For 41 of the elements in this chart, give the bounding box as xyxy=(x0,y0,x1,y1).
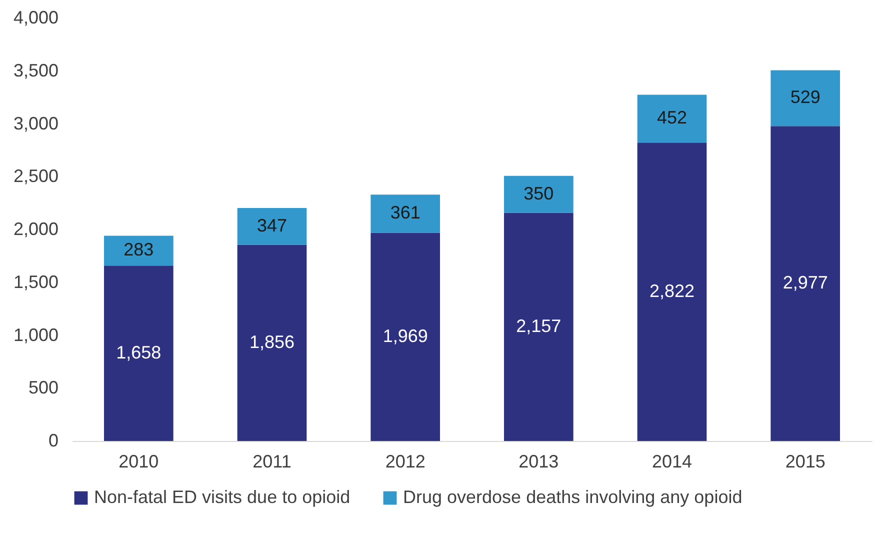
data-label: 2,157 xyxy=(516,316,562,336)
data-label: 452 xyxy=(656,108,688,128)
x-tick-label: 2011 xyxy=(252,452,292,472)
y-tick-label: 3,000 xyxy=(13,113,58,134)
bar xyxy=(637,94,707,143)
data-label: 1,658 xyxy=(116,342,162,362)
data-label: 2,977 xyxy=(782,272,828,293)
bar xyxy=(504,176,574,213)
data-label: 347 xyxy=(256,215,288,236)
x-tick-label: 2015 xyxy=(785,452,826,472)
x-tick-label: 2014 xyxy=(652,452,692,472)
x-tick-label: 2012 xyxy=(385,452,426,472)
data-label: 283 xyxy=(124,240,154,260)
bar xyxy=(370,194,440,233)
y-tick-label: 500 xyxy=(28,378,58,398)
legend-label: Drug overdose deaths involving any opioid xyxy=(403,487,742,507)
bar xyxy=(770,126,840,441)
bar xyxy=(770,70,840,126)
y-tick-label: 4,000 xyxy=(13,8,58,28)
y-tick-label: 1,000 xyxy=(13,324,58,345)
bar xyxy=(104,266,174,441)
data-label: 1,969 xyxy=(382,326,428,346)
y-tick-label: 3,500 xyxy=(13,60,58,80)
data-label: 529 xyxy=(790,87,820,108)
y-tick-label: 2,000 xyxy=(13,219,58,239)
x-tick-label: 2013 xyxy=(518,452,559,472)
data-label: 361 xyxy=(390,202,420,223)
data-label: 350 xyxy=(524,183,554,204)
bar xyxy=(504,212,574,441)
legend-label: Non-fatal ED visits due to opioid xyxy=(94,487,350,507)
bar xyxy=(370,232,440,441)
bar xyxy=(104,236,174,266)
bar xyxy=(637,142,707,441)
bar xyxy=(237,208,307,245)
y-tick-label: 2,500 xyxy=(13,166,58,186)
x-tick-label: 2010 xyxy=(118,452,159,472)
data-label: 2,822 xyxy=(649,280,695,301)
y-tick-label: 1,500 xyxy=(13,272,58,292)
data-label: 1,856 xyxy=(249,332,295,352)
y-tick-label: 0 xyxy=(48,430,58,450)
bar xyxy=(237,244,307,441)
